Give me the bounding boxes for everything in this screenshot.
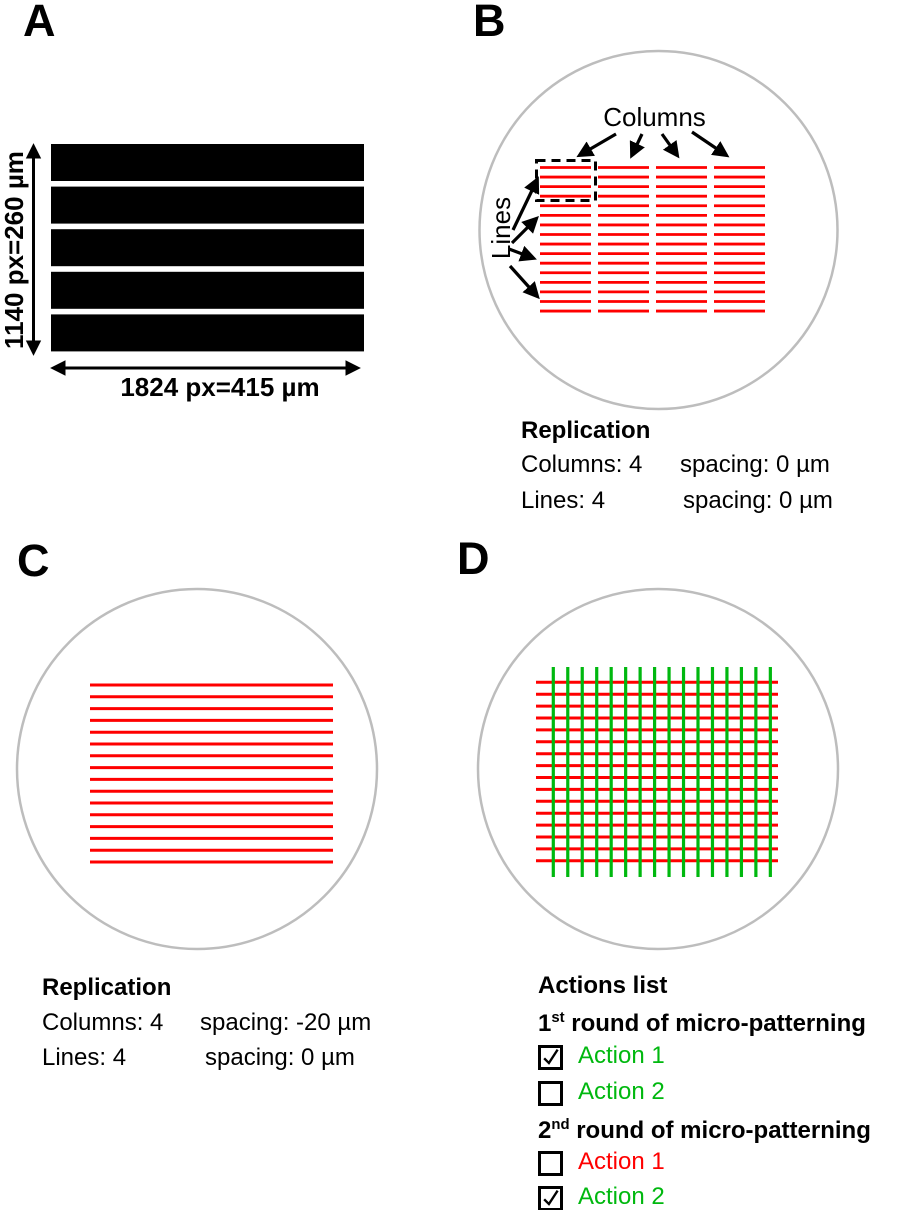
round2-number: 2 [538, 1117, 552, 1144]
panel-c-lines-spacing: spacing: 0 µm [205, 1044, 355, 1071]
panel-d-green-pattern [551, 667, 772, 877]
round1-ordinal: st [551, 1010, 565, 1026]
panel-c-pattern [90, 683, 333, 864]
panel-b-pattern [540, 166, 765, 313]
panel-a-letter: A [23, 0, 56, 46]
round1-text: round of micro-patterning [564, 1010, 866, 1037]
panel-d-letter: D [457, 533, 490, 584]
panel-d-dish-circle [476, 587, 840, 951]
panel-d-round1-title: 1st round of micro-patterning [538, 1004, 866, 1038]
panel-a-dimension-arrows [25, 143, 361, 376]
round1-action1-checkbox[interactable] [538, 1045, 563, 1070]
panel-b-unit-dashed-box [535, 159, 597, 202]
panel-c-caption-title: Replication [42, 974, 172, 1001]
panel-d-round2-title: 2nd round of micro-patterning [538, 1111, 871, 1145]
panel-b-columns-value: Columns: 4 [521, 451, 643, 478]
panel-b-lines-spacing: spacing: 0 µm [683, 487, 833, 514]
round1-number: 1 [538, 1010, 552, 1037]
round1-action2-checkbox[interactable] [538, 1081, 563, 1106]
panel-c-columns-spacing: spacing: -20 µm [200, 1009, 372, 1036]
panel-a-bars [51, 144, 364, 352]
round2-action2-label: Action 2 [578, 1183, 665, 1210]
panel-d-red-pattern [536, 680, 778, 863]
panel-c-columns-value: Columns: 4 [42, 1009, 164, 1036]
panel-c-dish-circle [15, 587, 379, 951]
panel-b-lines-annotation: Lines [486, 196, 516, 260]
panel-b-letter: B [473, 0, 506, 46]
check-icon [543, 1189, 559, 1206]
panel-b-caption-title: Replication [521, 417, 651, 444]
panel-b-annotation-arrows [508, 130, 730, 300]
check-icon [543, 1048, 559, 1065]
panel-b-dish-circle [478, 49, 839, 411]
round2-action1-label: Action 1 [578, 1148, 665, 1175]
panel-a-width-label: 1824 px=415 µm [120, 372, 320, 402]
panel-a-height-label: 1140 px=260 µm [0, 151, 29, 349]
panel-d-actions-title: Actions list [538, 972, 668, 999]
round2-action1-checkbox[interactable] [538, 1151, 563, 1176]
panel-b-columns-spacing: spacing: 0 µm [680, 451, 830, 478]
round2-text: round of micro-patterning [569, 1117, 871, 1144]
panel-b-lines-value: Lines: 4 [521, 487, 606, 514]
round1-action2-label: Action 2 [578, 1078, 665, 1105]
round2-ordinal: nd [551, 1117, 570, 1133]
panel-b-columns-annotation: Columns [603, 102, 706, 132]
round1-action1-label: Action 1 [578, 1042, 665, 1069]
panel-c-lines-value: Lines: 4 [42, 1044, 127, 1071]
round2-action2-checkbox[interactable] [538, 1186, 563, 1210]
panel-c-letter: C [17, 535, 50, 586]
